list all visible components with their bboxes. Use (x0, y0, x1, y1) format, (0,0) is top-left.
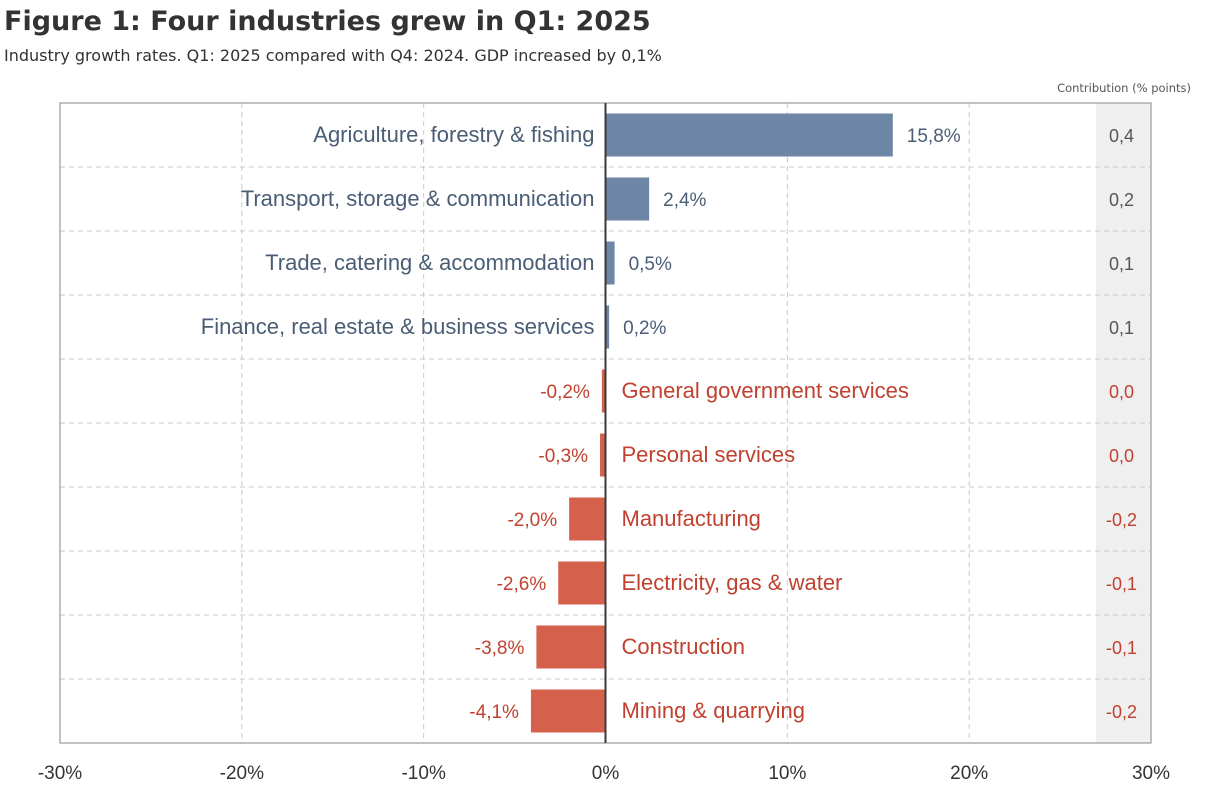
value-label: -0,3% (538, 446, 588, 467)
value-label: -0,2% (540, 382, 590, 403)
category-label: Manufacturing (622, 506, 761, 531)
bar (605, 177, 650, 221)
x-tick-label: 20% (950, 763, 988, 784)
category-label: Construction (622, 634, 746, 659)
bar (558, 561, 606, 605)
bar (536, 625, 606, 669)
category-label: Transport, storage & communication (241, 186, 595, 211)
x-tick-label: 30% (1132, 763, 1170, 784)
category-label: General government services (622, 378, 909, 403)
value-label: 15,8% (907, 126, 961, 147)
bar (530, 689, 606, 733)
contribution-value: 0,4 (1109, 126, 1134, 146)
contribution-value: 0,1 (1109, 318, 1134, 338)
value-label: 0,5% (629, 254, 672, 275)
contribution-value: 0,2 (1109, 190, 1134, 210)
category-label: Finance, real estate & business services (201, 314, 595, 339)
category-label: Personal services (622, 442, 796, 467)
value-label: -2,0% (507, 510, 557, 531)
contribution-heading: Contribution (% points) (1057, 81, 1191, 95)
value-label: -4,1% (469, 702, 519, 723)
value-label: -3,8% (475, 638, 525, 659)
bar (600, 433, 606, 477)
x-tick-label: 0% (592, 763, 620, 784)
x-tick-label: -10% (401, 763, 445, 784)
x-tick-label: -20% (220, 763, 264, 784)
chart-subtitle: Industry growth rates. Q1: 2025 compared… (4, 46, 662, 65)
contribution-value: 0,0 (1109, 446, 1134, 466)
category-label: Agriculture, forestry & fishing (313, 122, 594, 147)
bar (605, 113, 893, 157)
category-label: Mining & quarrying (622, 698, 805, 723)
chart-title: Figure 1: Four industries grew in Q1: 20… (4, 6, 651, 37)
value-label: -2,6% (497, 574, 547, 595)
category-label: Electricity, gas & water (622, 570, 843, 595)
contribution-value: -0,2 (1106, 702, 1137, 722)
value-label: 2,4% (663, 190, 706, 211)
contribution-value: -0,1 (1106, 638, 1137, 658)
bar (601, 369, 606, 413)
x-tick-label: 10% (768, 763, 806, 784)
contribution-value: 0,0 (1109, 382, 1134, 402)
bar (605, 305, 610, 349)
value-label: 0,2% (623, 318, 666, 339)
contribution-value: 0,1 (1109, 254, 1134, 274)
contribution-value: -0,2 (1106, 510, 1137, 530)
x-tick-label: -30% (38, 763, 82, 784)
contribution-value: -0,1 (1106, 574, 1137, 594)
bar (569, 497, 606, 541)
category-label: Trade, catering & accommodation (265, 250, 594, 275)
bar (605, 241, 615, 285)
